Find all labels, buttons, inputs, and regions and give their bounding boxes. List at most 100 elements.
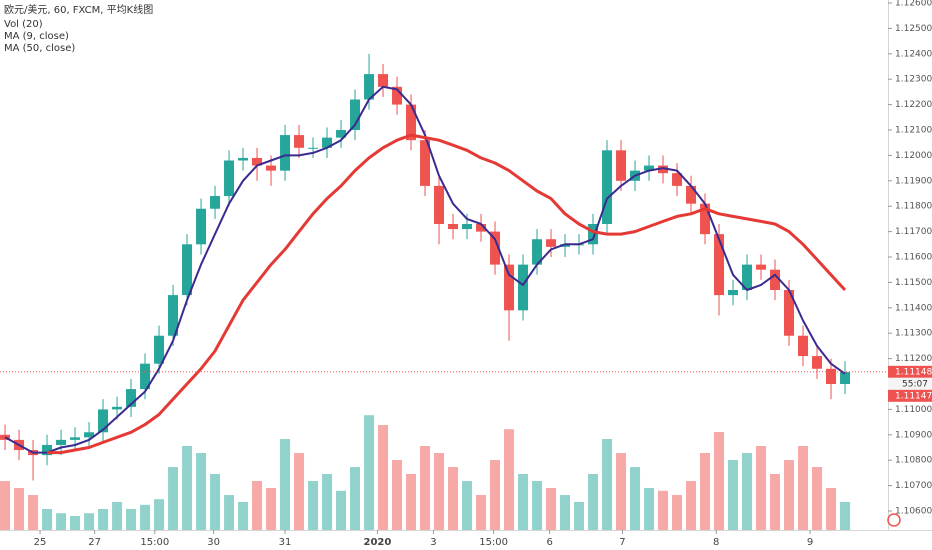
volume-bar <box>378 425 389 530</box>
volume-bar <box>98 509 109 530</box>
ma-line <box>4 85 846 454</box>
volume-bar <box>448 467 459 530</box>
y-tick-label: 1.12100 <box>895 126 932 136</box>
y-tick-label: 1.12500 <box>895 24 932 34</box>
candle-body <box>770 269 781 291</box>
candle-body <box>252 157 263 166</box>
volume-bar <box>210 474 221 530</box>
y-tick-label: 1.12400 <box>895 49 932 59</box>
ma-line <box>47 133 847 455</box>
volume-bar <box>490 460 501 530</box>
volume-bar <box>238 502 249 530</box>
volume-bar <box>602 439 613 530</box>
volume-bar <box>840 502 851 530</box>
y-tick-label: 1.11800 <box>895 202 932 212</box>
countdown-box <box>888 377 932 390</box>
candle-body <box>336 130 347 138</box>
x-tick-label: 25 <box>34 537 47 548</box>
x-tick-label: 15:00 <box>140 537 169 548</box>
volume-bar <box>112 502 123 530</box>
candle-body <box>378 74 389 87</box>
x-tick-label: 2020 <box>364 537 392 548</box>
x-tick-label: 3 <box>430 537 436 548</box>
volume-bar <box>630 467 641 530</box>
volume-bar <box>700 453 711 530</box>
volume-bar <box>154 499 165 530</box>
volume-bar <box>826 488 837 530</box>
volume-bar <box>322 474 333 530</box>
candle-body <box>504 264 515 311</box>
candle-body <box>490 231 501 265</box>
volume-bar <box>434 453 445 530</box>
y-tick-label: 1.11500 <box>895 278 932 288</box>
candle-body <box>392 86 403 105</box>
candle-body <box>462 223 473 230</box>
volume-bar <box>770 474 781 530</box>
volume-bar <box>294 453 305 530</box>
volume-bar <box>476 495 487 530</box>
scale-icon[interactable] <box>887 513 901 527</box>
volume-bar <box>406 474 417 530</box>
y-tick-label: 1.11200 <box>895 354 932 364</box>
volume-bar <box>658 490 669 530</box>
candle-body <box>518 264 529 311</box>
candle-body <box>154 335 165 364</box>
candle-body <box>84 432 95 438</box>
candle-body <box>532 239 543 265</box>
candle-body <box>350 99 361 130</box>
x-tick-label: 30 <box>207 537 220 548</box>
x-tick-label: 27 <box>88 537 101 548</box>
volume-bar <box>364 415 375 530</box>
y-tick-label: 1.11700 <box>895 227 932 237</box>
candle-body <box>434 185 445 224</box>
volume-bar <box>350 467 361 530</box>
x-tick-label: 31 <box>279 537 292 548</box>
volume-bar <box>14 488 25 530</box>
candle-body <box>406 104 417 141</box>
volume-bar <box>504 429 515 530</box>
candle-body <box>224 160 235 197</box>
x-tick-label: 9 <box>807 537 813 548</box>
last-close-label: 1.11147 <box>895 391 932 401</box>
candle-body <box>602 150 613 224</box>
candle-body <box>70 437 81 440</box>
volume-bar <box>588 474 599 530</box>
y-tick-label: 1.10700 <box>895 481 932 491</box>
y-tick-label: 1.12200 <box>895 100 932 110</box>
volume-bar <box>392 460 403 530</box>
candle-body <box>42 444 53 456</box>
candle-body <box>182 244 193 296</box>
chart-title: 欧元/美元, 60, FXCM, 平均K线图 <box>4 3 153 16</box>
y-tick-label: 1.11300 <box>895 329 932 339</box>
volume-bar <box>756 446 767 530</box>
last-close-box <box>888 389 932 402</box>
last-price-box <box>888 365 932 378</box>
candle-body <box>140 363 151 390</box>
candle-body <box>644 165 655 171</box>
y-tick-label: 1.11600 <box>895 253 932 263</box>
x-tick-label: 15:00 <box>479 537 508 548</box>
candle-body <box>728 290 739 296</box>
candle-body <box>476 223 487 232</box>
candle-body <box>840 372 851 384</box>
candle-body <box>588 223 599 245</box>
volume-bar <box>812 467 823 530</box>
candle-body <box>210 196 221 209</box>
candle-body <box>280 135 291 171</box>
candle-body <box>266 165 277 171</box>
y-tick-label: 1.10800 <box>895 456 932 466</box>
volume-bar <box>686 481 697 530</box>
candle-body <box>112 406 123 410</box>
volume-bar <box>532 481 543 530</box>
candle-body <box>56 439 67 445</box>
candle-body <box>714 234 725 296</box>
volume-bar <box>784 460 795 530</box>
candle-body <box>364 74 375 100</box>
volume-bar <box>518 474 529 530</box>
volume-bar <box>42 509 53 530</box>
volume-bar <box>252 481 263 530</box>
volume-bar <box>644 488 655 530</box>
x-tick-label: 8 <box>713 537 719 548</box>
volume-bar <box>574 502 585 530</box>
